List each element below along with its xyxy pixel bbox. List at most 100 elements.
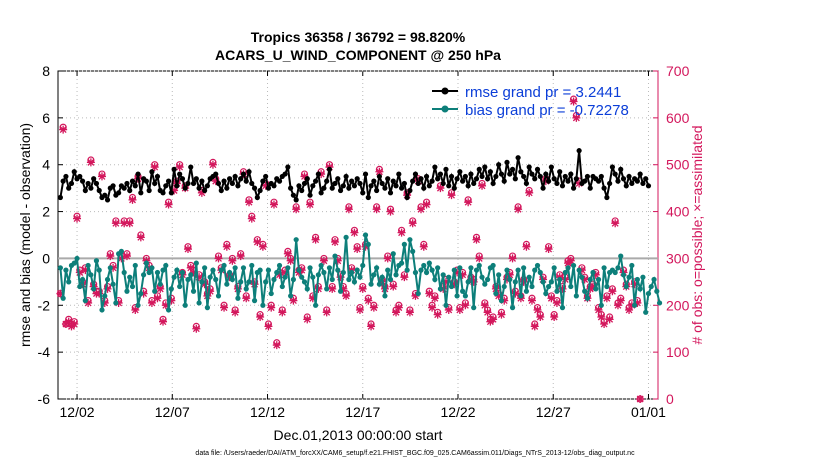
bias-point bbox=[374, 265, 380, 271]
bias-point bbox=[554, 288, 560, 294]
bias-point bbox=[276, 262, 283, 269]
obs-assimilated-marker bbox=[103, 284, 112, 293]
rmse-point bbox=[465, 183, 471, 189]
obs-assimilated-marker bbox=[306, 200, 315, 209]
rmse-point bbox=[584, 173, 591, 180]
rmse-point bbox=[457, 169, 463, 175]
rmse-point bbox=[601, 185, 607, 191]
y-tick-label-right: 100 bbox=[666, 344, 690, 360]
rmse-point bbox=[643, 176, 649, 182]
rmse-point bbox=[77, 173, 83, 180]
x-tick-label: 12/17 bbox=[345, 404, 380, 420]
bias-point bbox=[509, 305, 516, 311]
plot-area: 12/02 12/07 12/12 12/17 12/22 12/27 01/01 -6 -4 -… bbox=[38, 63, 690, 420]
bias-point bbox=[149, 265, 155, 271]
rmse-point bbox=[152, 180, 158, 187]
bias-point bbox=[343, 234, 349, 240]
bias-point bbox=[102, 293, 108, 299]
obs-assimilated-marker bbox=[514, 205, 523, 214]
rmse-point bbox=[215, 180, 222, 187]
obs-assimilated-marker bbox=[447, 191, 456, 200]
bias-point bbox=[196, 300, 202, 306]
bias-point bbox=[484, 276, 491, 283]
rmse-point bbox=[637, 171, 643, 177]
obs-assimilated-marker bbox=[355, 305, 364, 314]
rmse-point bbox=[634, 178, 640, 184]
obs-assimilated-marker bbox=[131, 305, 140, 314]
bias-point bbox=[582, 288, 588, 294]
rmse-point bbox=[285, 164, 291, 170]
rmse-point bbox=[132, 183, 138, 189]
rmse-point bbox=[315, 171, 321, 177]
bias-point bbox=[565, 265, 571, 271]
obs-assimilated-marker bbox=[525, 188, 534, 197]
rmse-point bbox=[537, 173, 543, 180]
bias-point bbox=[251, 298, 258, 304]
bias-point bbox=[288, 293, 294, 299]
rmse-point bbox=[138, 190, 144, 196]
obs-assimilated-marker bbox=[425, 289, 434, 298]
bias-point bbox=[132, 262, 138, 269]
rmse-point bbox=[349, 178, 355, 184]
bias-point bbox=[387, 276, 394, 283]
rmse-point bbox=[60, 178, 66, 184]
obs-assimilated-marker bbox=[100, 298, 109, 307]
bias-point bbox=[410, 248, 416, 254]
obs-assimilated-marker bbox=[195, 273, 204, 282]
obs-assimilated-marker bbox=[261, 181, 270, 190]
obs-assimilated-marker bbox=[503, 275, 511, 284]
bias-point bbox=[584, 295, 591, 301]
obs-assimilated-marker bbox=[125, 219, 134, 228]
obs-assimilated-marker bbox=[397, 228, 406, 237]
rmse-point bbox=[66, 185, 72, 191]
bias-point bbox=[279, 283, 285, 290]
bias-point bbox=[526, 274, 532, 280]
legend: rmse grand pr = 3.2441 bias grand pr = -… bbox=[432, 84, 629, 119]
y-tick-label-left: 8 bbox=[42, 63, 50, 79]
rmse-point bbox=[104, 197, 111, 203]
bias-point bbox=[537, 269, 543, 276]
obs-assimilated-marker bbox=[250, 280, 259, 289]
bias-point bbox=[229, 276, 235, 283]
bias-point bbox=[185, 276, 191, 283]
rmse-point bbox=[312, 178, 319, 184]
obs-assimilated-marker bbox=[428, 303, 437, 312]
bias-point bbox=[443, 302, 449, 308]
rmse-point bbox=[546, 178, 552, 184]
obs-assimilated-marker bbox=[475, 254, 484, 263]
obs-assimilated-marker bbox=[367, 322, 376, 331]
rmse-point bbox=[396, 171, 402, 177]
rmse-point bbox=[429, 178, 435, 184]
rmse-point bbox=[518, 169, 524, 175]
bias-point bbox=[301, 279, 308, 285]
bias-point bbox=[448, 283, 455, 290]
bias-point bbox=[451, 267, 457, 273]
bias-point bbox=[293, 237, 299, 243]
rmse-point bbox=[224, 185, 230, 191]
obs-assimilated-marker bbox=[497, 310, 506, 319]
rmse-point bbox=[251, 185, 258, 191]
obs-assimilated-marker bbox=[64, 317, 73, 326]
obs-assimilated-marker bbox=[109, 263, 118, 272]
obs-assimilated-marker bbox=[159, 317, 168, 326]
bias-point bbox=[213, 276, 219, 283]
bias-point bbox=[576, 267, 582, 273]
obs-assimilated-marker bbox=[433, 310, 442, 319]
rmse-point bbox=[91, 176, 97, 182]
obs-assimilated-marker bbox=[267, 303, 276, 312]
obs-assimilated-marker bbox=[136, 233, 145, 242]
obs-assimilated-marker bbox=[580, 275, 589, 284]
rmse-point bbox=[415, 180, 421, 187]
bias-point bbox=[165, 307, 172, 313]
obs-assimilated-marker bbox=[417, 205, 426, 214]
obs-assimilated-marker bbox=[247, 214, 256, 223]
bias-point bbox=[648, 283, 654, 290]
bias-point bbox=[382, 293, 388, 299]
obs-assimilated-marker bbox=[358, 284, 367, 293]
bias-point bbox=[96, 267, 102, 273]
rmse-point bbox=[501, 178, 507, 184]
bias-point bbox=[421, 262, 427, 269]
rmse-point bbox=[421, 185, 427, 191]
rmse-point bbox=[479, 173, 485, 180]
obs-assimilated-marker bbox=[59, 125, 68, 134]
